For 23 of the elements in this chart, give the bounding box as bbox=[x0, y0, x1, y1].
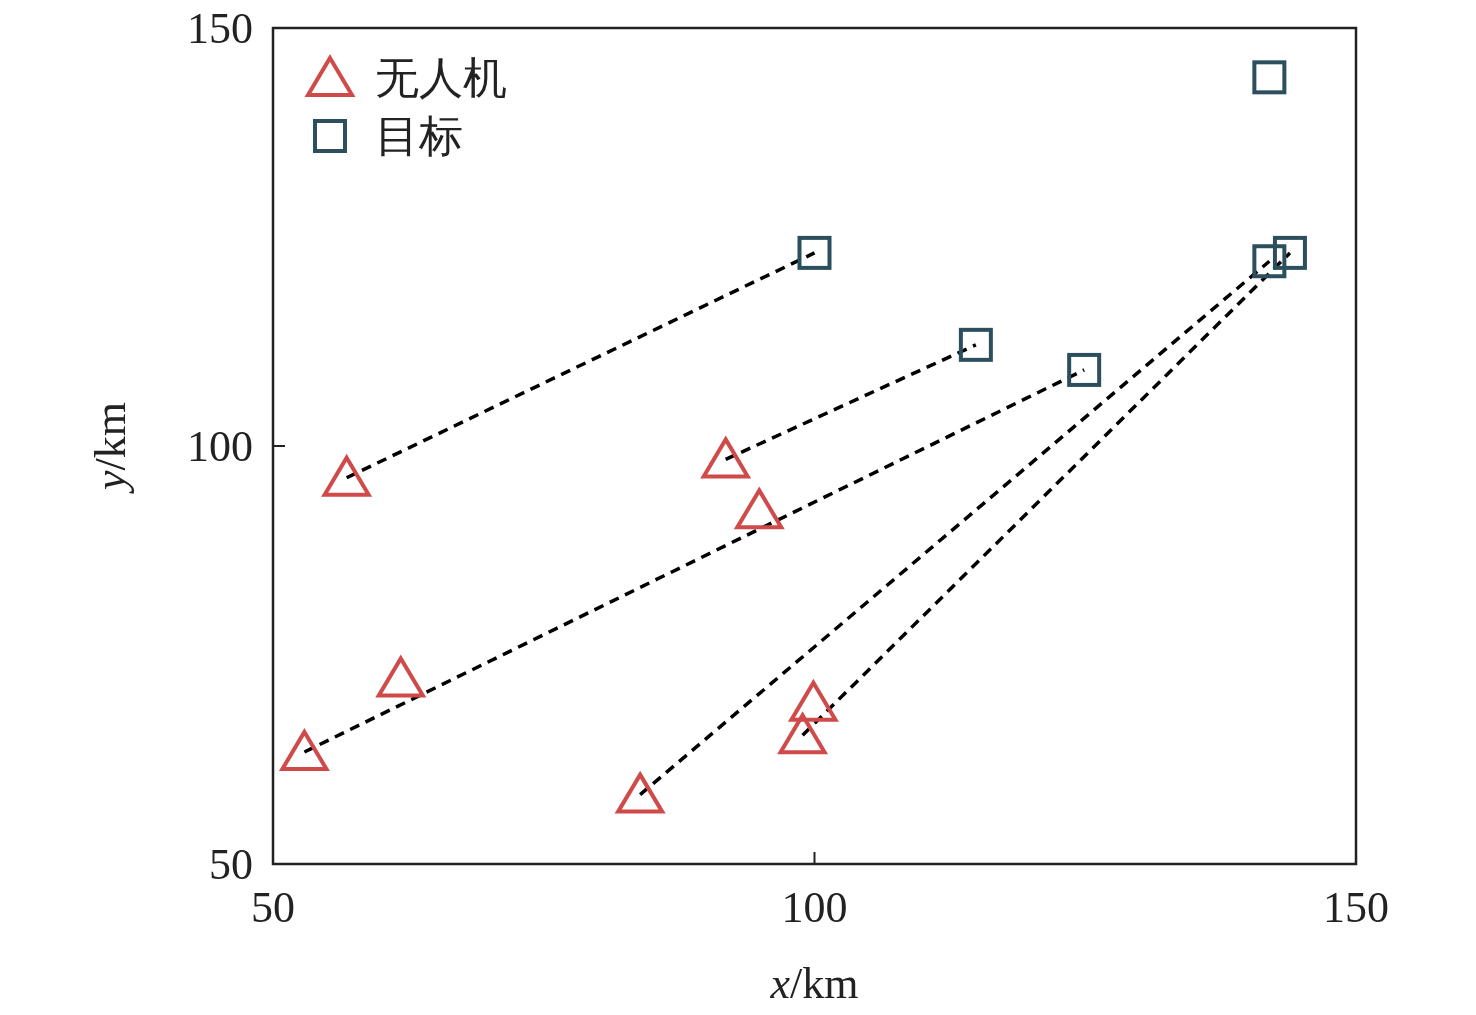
legend-label: 目标 bbox=[375, 112, 463, 161]
point bbox=[1272, 235, 1307, 270]
legend-label: 无人机 bbox=[375, 54, 507, 103]
point bbox=[735, 488, 784, 530]
point bbox=[778, 713, 827, 755]
point bbox=[1067, 352, 1102, 387]
point bbox=[701, 437, 750, 479]
point bbox=[788, 678, 839, 722]
point bbox=[321, 453, 372, 497]
point bbox=[958, 327, 993, 362]
x-tick-label: 150 bbox=[1323, 883, 1389, 932]
point bbox=[1252, 60, 1287, 95]
x-tick-label: 100 bbox=[781, 883, 848, 932]
y-tick-label: 150 bbox=[187, 4, 253, 53]
x-tick-label: 50 bbox=[251, 883, 295, 932]
y-axis-title: y/km bbox=[86, 402, 135, 494]
point bbox=[1252, 244, 1287, 279]
point bbox=[280, 729, 329, 771]
y-tick-label: 100 bbox=[187, 422, 253, 471]
y-tick-label: 50 bbox=[209, 840, 253, 889]
point bbox=[376, 656, 425, 698]
x-axis-title: x/km bbox=[769, 959, 859, 1008]
point bbox=[797, 235, 832, 270]
